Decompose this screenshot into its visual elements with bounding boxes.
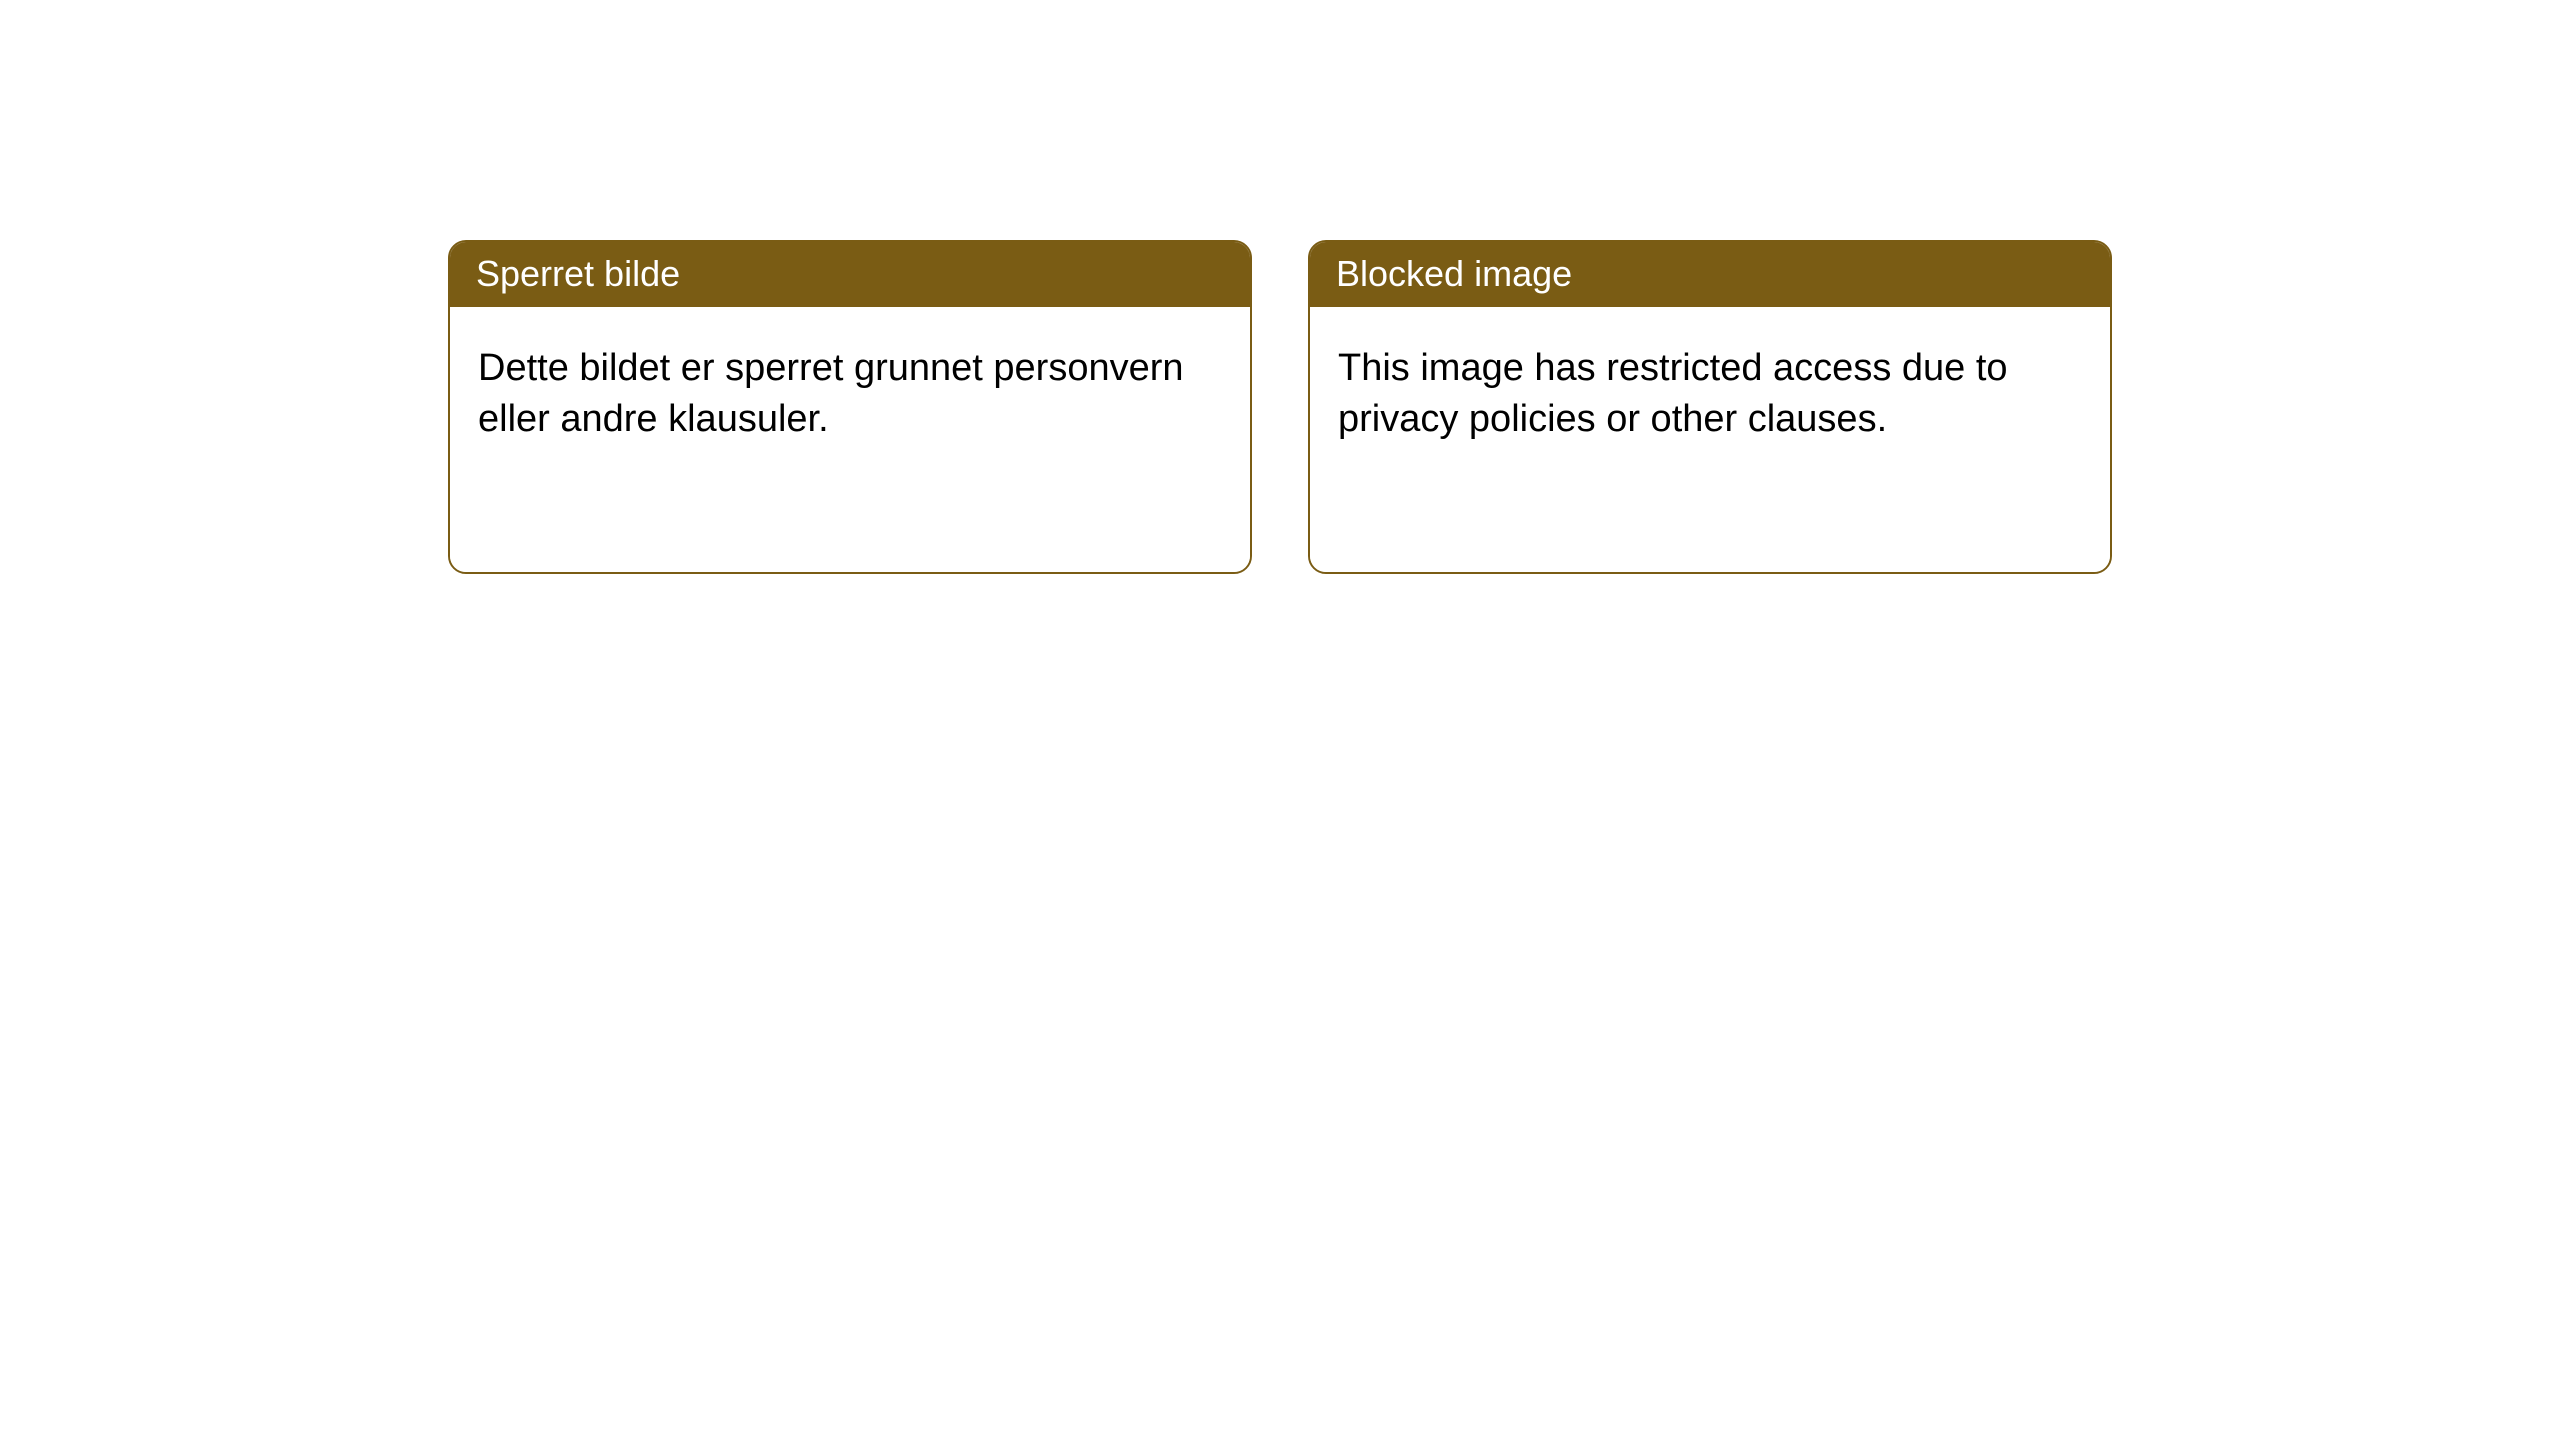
- card-body-no: Dette bildet er sperret grunnet personve…: [450, 307, 1250, 572]
- card-title-en: Blocked image: [1310, 242, 2110, 307]
- card-title-no: Sperret bilde: [450, 242, 1250, 307]
- card-body-en: This image has restricted access due to …: [1310, 307, 2110, 572]
- blocked-image-card-no: Sperret bilde Dette bildet er sperret gr…: [448, 240, 1252, 574]
- notice-container: Sperret bilde Dette bildet er sperret gr…: [0, 0, 2560, 574]
- blocked-image-card-en: Blocked image This image has restricted …: [1308, 240, 2112, 574]
